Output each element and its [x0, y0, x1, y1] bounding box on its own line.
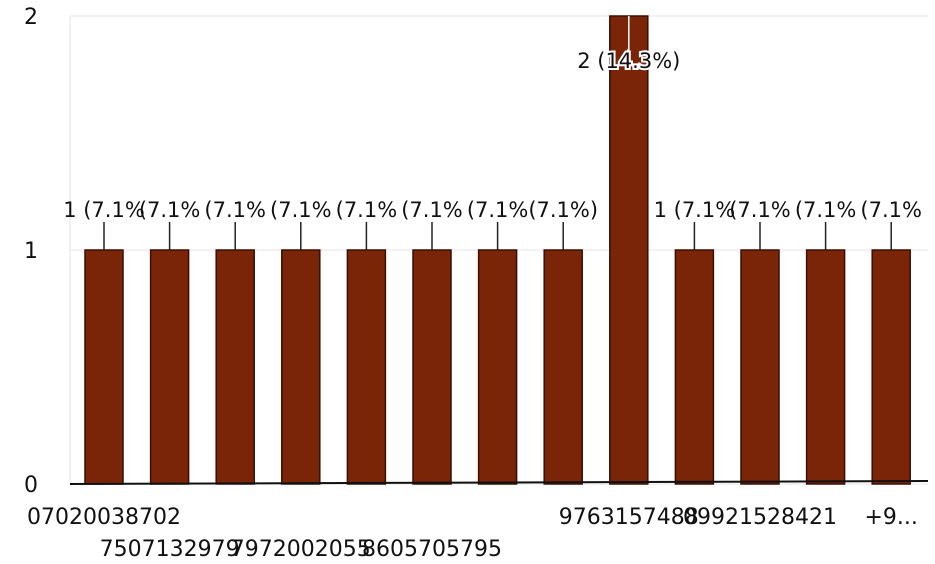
data-label: (7.1%	[204, 198, 266, 222]
x-category-label: 7507132979	[100, 537, 240, 562]
data-label-leaders	[103, 16, 892, 250]
bar	[674, 249, 715, 485]
data-label: (7.1%	[336, 198, 398, 222]
x-category-label: 9763157488	[559, 505, 699, 530]
x-axis-category-labels: 07020038702 75071329797972002055860570579…	[27, 505, 918, 562]
data-label: 2 (14.3%)	[577, 49, 680, 73]
bar	[215, 249, 255, 485]
bar	[805, 249, 846, 485]
bar	[149, 249, 190, 485]
data-label: (7.1%)	[528, 198, 598, 222]
bar	[281, 249, 321, 485]
bar	[609, 15, 649, 485]
x-category-label: 07020038702	[27, 505, 181, 530]
y-axis-ticks: 0 1 2	[24, 5, 38, 498]
bar	[346, 249, 387, 485]
x-axis-line	[69, 480, 929, 485]
y-tick-label: 0	[24, 473, 38, 498]
data-labels: 1 (7.1%(7.1% (7.1% (7.1% (7.1% (7.1% (7.1% (7.…	[63, 47, 922, 222]
bar	[84, 249, 124, 485]
bar	[477, 249, 518, 485]
x-category-label: 09921528421	[683, 505, 837, 530]
bar	[543, 249, 583, 485]
data-label: (7.1%	[139, 198, 201, 222]
bar	[740, 249, 780, 485]
y-tick-label: 1	[24, 239, 38, 264]
x-category-label: +9...	[864, 505, 917, 530]
x-category-label: 8605705795	[362, 537, 502, 562]
data-label: 1 (7.1%	[654, 198, 736, 222]
data-label: (7.1%	[270, 198, 332, 222]
data-label: (7.1%	[860, 198, 922, 222]
data-label: (7.1%	[401, 198, 463, 222]
data-label: (7.1%	[467, 198, 529, 222]
data-label: (7.1%	[729, 198, 791, 222]
bars	[84, 15, 911, 485]
bar	[412, 249, 452, 485]
x-category-label: 7972002055	[231, 537, 371, 562]
bar	[871, 249, 911, 485]
data-label: (7.1%	[795, 198, 857, 222]
y-tick-label: 2	[24, 5, 38, 30]
data-label: 1 (7.1%	[63, 198, 145, 222]
